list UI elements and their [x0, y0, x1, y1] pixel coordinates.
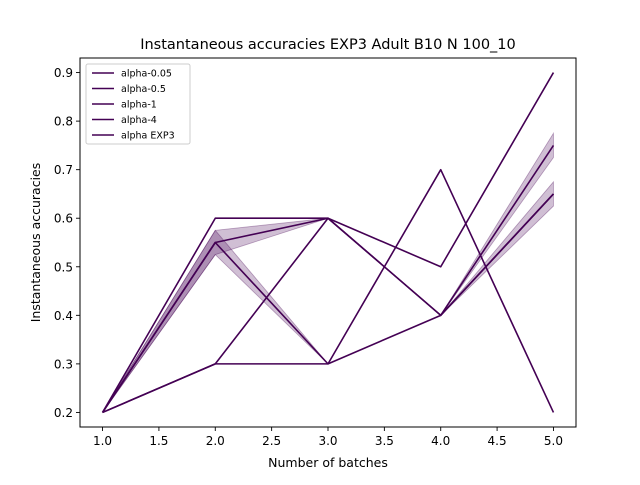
series-lines [101, 72, 555, 414]
y-axis-ticks: 0.2 0.3 0.4 0.5 0.6 0.7 0.8 0.9 [54, 66, 80, 420]
series-line-4 [102, 168, 555, 414]
y-tick-label: 0.8 [54, 115, 73, 129]
legend-label: alpha-1 [121, 100, 157, 111]
legend-box [85, 63, 191, 145]
x-tick-label: 2.0 [206, 434, 225, 448]
legend-label: alpha-4 [121, 115, 157, 126]
legend-label: alpha-0.5 [121, 84, 166, 95]
chart-title: Instantaneous accuracies EXP3 Adult B10 … [140, 37, 516, 53]
legend-label: alpha EXP3 [121, 131, 175, 142]
legend-label: alpha-0.05 [121, 69, 172, 80]
x-axis-ticks: 1.0 1.5 2.0 2.5 3.0 3.5 4.0 4.5 5.0 [93, 427, 563, 448]
x-tick-label: 4.0 [431, 434, 450, 448]
y-tick-label: 0.3 [54, 357, 73, 371]
y-tick-label: 0.9 [54, 66, 73, 80]
y-tick-label: 0.4 [54, 309, 73, 323]
x-tick-label: 3.5 [375, 434, 394, 448]
y-axis-label: Instantaneous accuracies [28, 163, 43, 323]
y-tick-label: 0.2 [54, 406, 73, 420]
x-tick-label: 1.0 [93, 434, 112, 448]
x-tick-label: 5.0 [544, 434, 563, 448]
y-tick-label: 0.5 [54, 260, 73, 274]
y-tick-label: 0.6 [54, 212, 73, 226]
y-tick-label: 0.7 [54, 163, 73, 177]
x-tick-label: 2.5 [262, 434, 281, 448]
x-tick-label: 1.5 [149, 434, 168, 448]
x-axis-label: Number of batches [268, 455, 388, 470]
legend: alpha-0.05 alpha-0.5 alpha-1 alpha-4 alpha E… [85, 63, 191, 145]
x-tick-label: 3.0 [318, 434, 337, 448]
x-tick-label: 4.5 [488, 434, 507, 448]
